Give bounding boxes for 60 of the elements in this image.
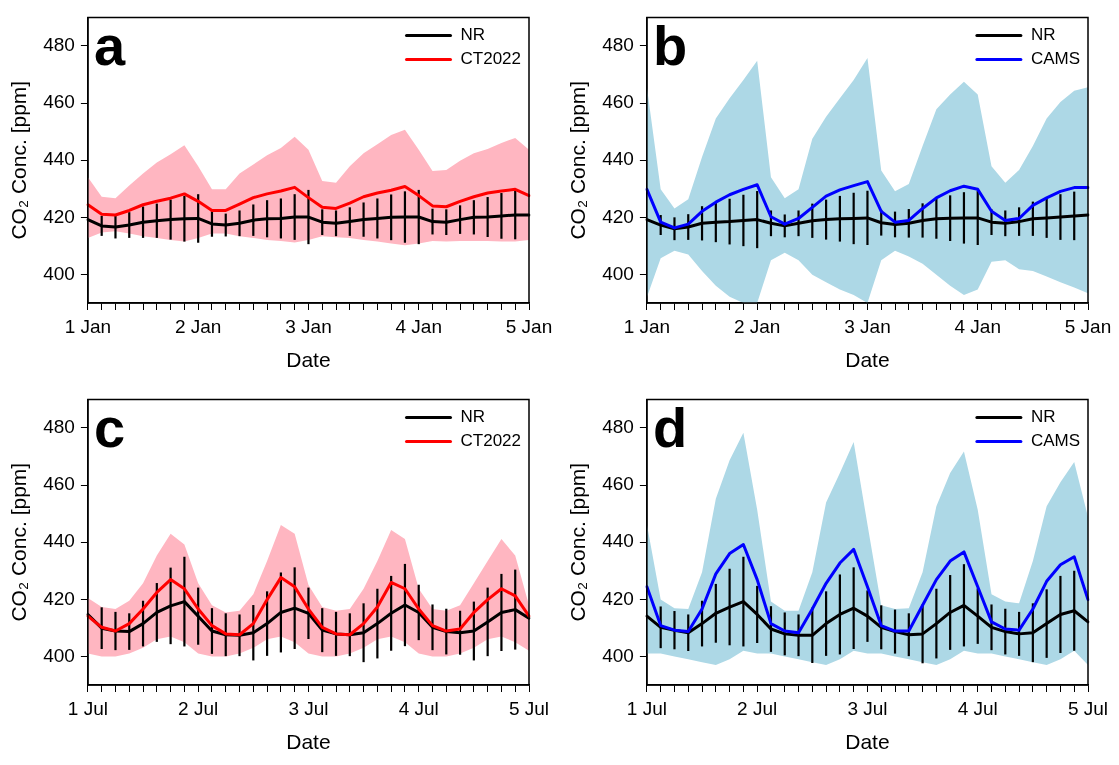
- x-tick-label: 3 Jan: [844, 315, 891, 337]
- annotation: a: [93, 13, 126, 77]
- x-tick-label: 1 Jan: [623, 315, 671, 337]
- y-tick-label: 420: [602, 587, 634, 609]
- x-tick-label: 2 Jan: [174, 315, 222, 337]
- y-tick-label: 460: [43, 91, 75, 113]
- x-tick-label: 5 Jan: [1064, 315, 1112, 337]
- y-tick-label: 480: [43, 34, 75, 56]
- y-tick-label: 480: [602, 34, 634, 56]
- x-tick-label: 4 Jan: [954, 315, 1001, 337]
- x-tick-label: 2 Jan: [733, 315, 781, 337]
- x-axis-title: Date: [286, 348, 331, 372]
- y-tick-label: 440: [602, 148, 634, 170]
- annotation: c: [93, 395, 126, 459]
- annotation: b: [652, 13, 688, 77]
- y-tick-label: 460: [43, 473, 75, 495]
- x-tick-label: 3 Jul: [288, 697, 329, 719]
- y-tick-label: 400: [602, 262, 634, 284]
- x-axis-title: Date: [845, 730, 890, 754]
- legend-label: CT2022: [460, 49, 521, 69]
- x-tick-label: 2 Jul: [178, 697, 219, 719]
- y-tick-label: 400: [43, 262, 75, 284]
- y-tick-label: 440: [602, 530, 634, 552]
- legend-label: CAMS: [1030, 431, 1081, 451]
- y-tick-label: 480: [43, 416, 75, 438]
- y-tick-label: 440: [43, 530, 75, 552]
- y-tick-label: 400: [602, 644, 634, 666]
- x-tick-label: 5 Jul: [508, 697, 550, 719]
- legend-label: NR: [1030, 25, 1056, 45]
- y-tick-label: 460: [602, 91, 634, 113]
- y-tick-label: 420: [43, 587, 75, 609]
- y-axis-title: CO₂ Conc. [ppm]: [566, 462, 590, 622]
- legend-label: CAMS: [1030, 49, 1081, 69]
- x-tick-label: 5 Jan: [505, 315, 553, 337]
- annotation: d: [652, 395, 688, 459]
- x-tick-label: 4 Jan: [395, 315, 442, 337]
- legend-label: NR: [460, 407, 486, 427]
- y-axis-title: CO₂ Conc. [ppm]: [7, 80, 31, 240]
- x-tick-label: 1 Jul: [67, 697, 108, 719]
- legend-label: NR: [460, 25, 486, 45]
- y-tick-label: 420: [43, 205, 75, 227]
- x-tick-label: 2 Jul: [737, 697, 778, 719]
- x-tick-label: 4 Jul: [398, 697, 439, 719]
- x-tick-label: 1 Jan: [64, 315, 112, 337]
- x-tick-label: 1 Jul: [626, 697, 667, 719]
- x-tick-label: 5 Jul: [1067, 697, 1109, 719]
- x-tick-label: 3 Jan: [285, 315, 332, 337]
- y-axis-title: CO₂ Conc. [ppm]: [7, 462, 31, 622]
- x-tick-label: 3 Jul: [847, 697, 888, 719]
- y-tick-label: 460: [602, 473, 634, 495]
- y-tick-label: 400: [43, 644, 75, 666]
- y-tick-label: 480: [602, 416, 634, 438]
- legend-label: CT2022: [460, 431, 521, 451]
- y-tick-label: 420: [602, 205, 634, 227]
- y-tick-label: 440: [43, 148, 75, 170]
- y-axis-title: CO₂ Conc. [ppm]: [566, 80, 590, 240]
- x-axis-title: Date: [286, 730, 331, 754]
- x-tick-label: 4 Jul: [957, 697, 998, 719]
- legend-label: NR: [1030, 407, 1056, 427]
- x-axis-title: Date: [845, 348, 890, 372]
